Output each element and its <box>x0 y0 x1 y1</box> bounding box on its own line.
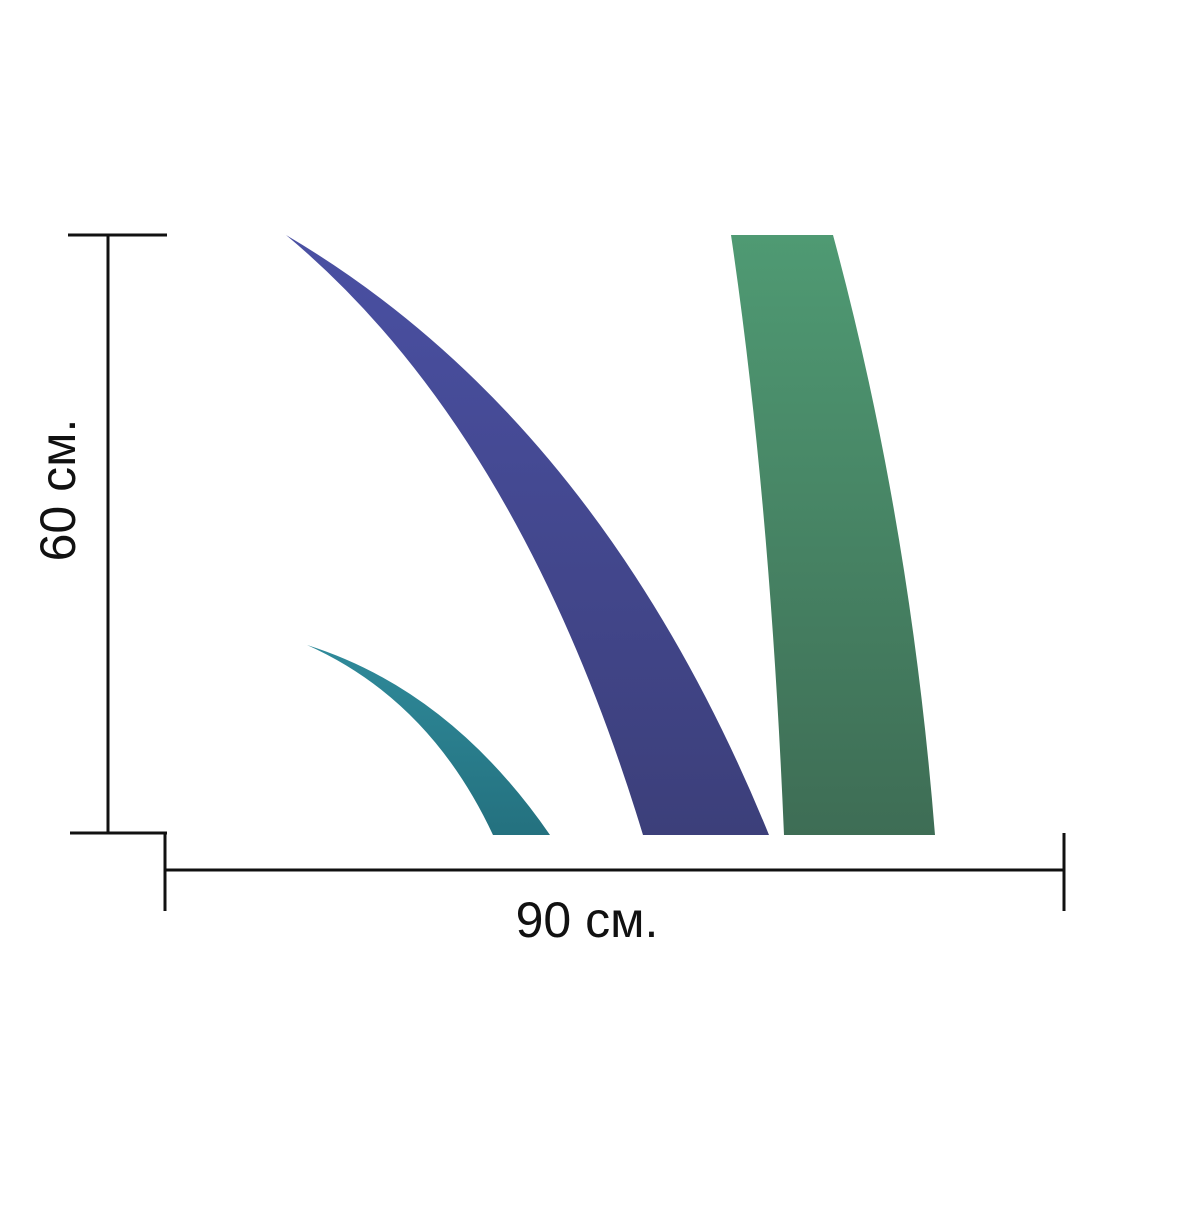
height-label: 60 см. <box>30 418 86 562</box>
small-teal-blade <box>307 645 550 835</box>
width-label: 90 см. <box>515 892 659 948</box>
height-dimension-line <box>68 233 167 835</box>
artwork <box>286 235 935 835</box>
width-dimension-line <box>163 833 1066 911</box>
middle-indigo-blade <box>286 235 769 835</box>
right-green-blade <box>731 235 935 835</box>
